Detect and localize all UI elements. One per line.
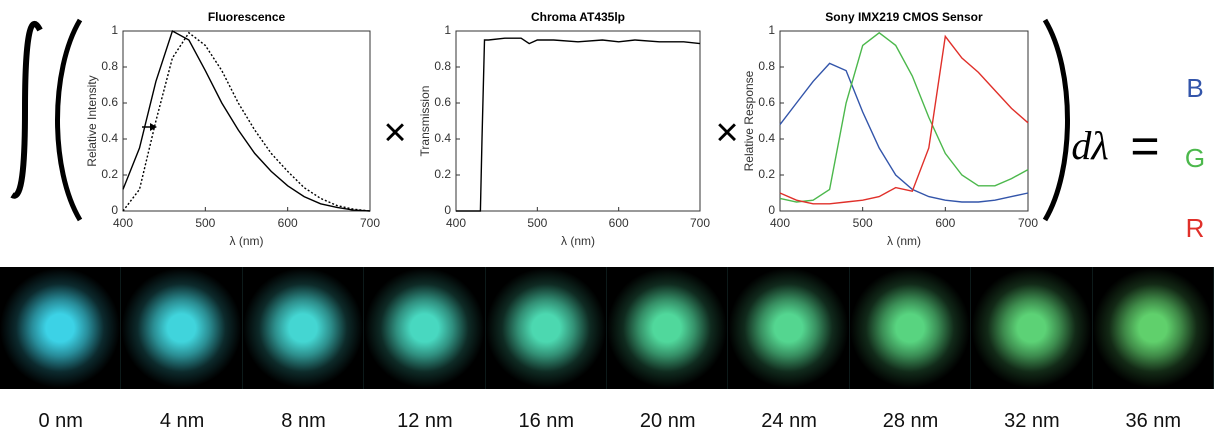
spot-image bbox=[728, 267, 849, 389]
spot-image bbox=[0, 267, 121, 389]
x-tick-label: 700 bbox=[1018, 216, 1038, 230]
y-axis-label: Relative Intensity bbox=[85, 75, 99, 166]
y-tick-label: 0.8 bbox=[101, 59, 118, 73]
x-tick-label: 400 bbox=[446, 216, 466, 230]
spot-image bbox=[850, 267, 971, 389]
x-axis-label: λ (nm) bbox=[887, 234, 921, 248]
integral-sign bbox=[12, 24, 40, 196]
y-tick-label: 0 bbox=[444, 203, 451, 217]
channel-label: B bbox=[1186, 73, 1203, 103]
x-tick-label: 500 bbox=[527, 216, 547, 230]
image-label: 8 nm bbox=[281, 410, 325, 433]
right-paren bbox=[1045, 20, 1068, 220]
x-tick-label: 400 bbox=[113, 216, 133, 230]
x-axis-label: λ (nm) bbox=[561, 234, 595, 248]
y-tick-label: 1 bbox=[444, 23, 451, 37]
series-line bbox=[780, 33, 1028, 202]
image-label: 0 nm bbox=[38, 410, 82, 433]
charts: × × dλ = Fluorescence λ (nm) Relative Inte… bbox=[0, 0, 1214, 260]
image-strip bbox=[0, 267, 1214, 389]
chart-title: Chroma AT435lp bbox=[531, 10, 625, 24]
y-tick-label: 0.2 bbox=[758, 167, 775, 181]
spot-image bbox=[121, 267, 242, 389]
spot-image bbox=[971, 267, 1092, 389]
operator: × bbox=[383, 111, 406, 155]
x-tick-label: 700 bbox=[690, 216, 710, 230]
series-line bbox=[123, 31, 370, 211]
chart-title: Sony IMX219 CMOS Sensor bbox=[825, 10, 983, 24]
image-label: 24 nm bbox=[761, 410, 817, 433]
x-tick-label: 500 bbox=[853, 216, 873, 230]
channel-label: G bbox=[1185, 143, 1205, 173]
spot-image bbox=[486, 267, 607, 389]
image-label: 20 nm bbox=[640, 410, 696, 433]
x-tick-label: 600 bbox=[609, 216, 629, 230]
x-tick-label: 700 bbox=[360, 216, 380, 230]
y-tick-label: 0.4 bbox=[758, 131, 775, 145]
image-label: 4 nm bbox=[160, 410, 204, 433]
image-label: 28 nm bbox=[883, 410, 939, 433]
operator: = bbox=[1130, 118, 1159, 174]
plot-frame bbox=[123, 31, 370, 211]
y-tick-label: 0.6 bbox=[758, 95, 775, 109]
x-tick-label: 600 bbox=[278, 216, 298, 230]
plot-frame bbox=[456, 31, 700, 211]
spot-image bbox=[1093, 267, 1214, 389]
differential: dλ bbox=[1071, 123, 1108, 168]
y-axis-label: Relative Response bbox=[742, 70, 756, 171]
y-tick-label: 0.4 bbox=[434, 131, 451, 145]
y-tick-label: 0.8 bbox=[758, 59, 775, 73]
series-line bbox=[780, 63, 1028, 202]
spot-image bbox=[607, 267, 728, 389]
spot-image bbox=[364, 267, 485, 389]
y-tick-label: 1 bbox=[768, 23, 775, 37]
spot-image bbox=[243, 267, 364, 389]
figure: × × dλ = Fluorescence λ (nm) Relative Inte… bbox=[0, 0, 1214, 436]
y-tick-label: 0 bbox=[768, 203, 775, 217]
y-tick-label: 0.8 bbox=[434, 59, 451, 73]
y-axis-label: Transmission bbox=[418, 86, 432, 157]
series-line bbox=[456, 38, 700, 211]
y-tick-label: 0.6 bbox=[101, 95, 118, 109]
y-tick-label: 0 bbox=[111, 203, 118, 217]
image-label: 12 nm bbox=[397, 410, 453, 433]
channel-label: R bbox=[1186, 213, 1205, 243]
operator: × bbox=[715, 111, 738, 155]
chart-title: Fluorescence bbox=[208, 10, 286, 24]
y-tick-label: 1 bbox=[111, 23, 118, 37]
image-label: 32 nm bbox=[1004, 410, 1060, 433]
x-tick-label: 500 bbox=[195, 216, 215, 230]
image-label: 16 nm bbox=[519, 410, 575, 433]
y-tick-label: 0.2 bbox=[434, 167, 451, 181]
y-tick-label: 0.6 bbox=[434, 95, 451, 109]
y-tick-label: 0.2 bbox=[101, 167, 118, 181]
y-tick-label: 0.4 bbox=[101, 131, 118, 145]
x-axis-label: λ (nm) bbox=[230, 234, 264, 248]
series-line bbox=[123, 33, 370, 211]
x-tick-label: 400 bbox=[770, 216, 790, 230]
left-paren bbox=[58, 20, 81, 220]
plot-frame bbox=[780, 31, 1028, 211]
x-tick-label: 600 bbox=[935, 216, 955, 230]
image-label: 36 nm bbox=[1126, 410, 1182, 433]
